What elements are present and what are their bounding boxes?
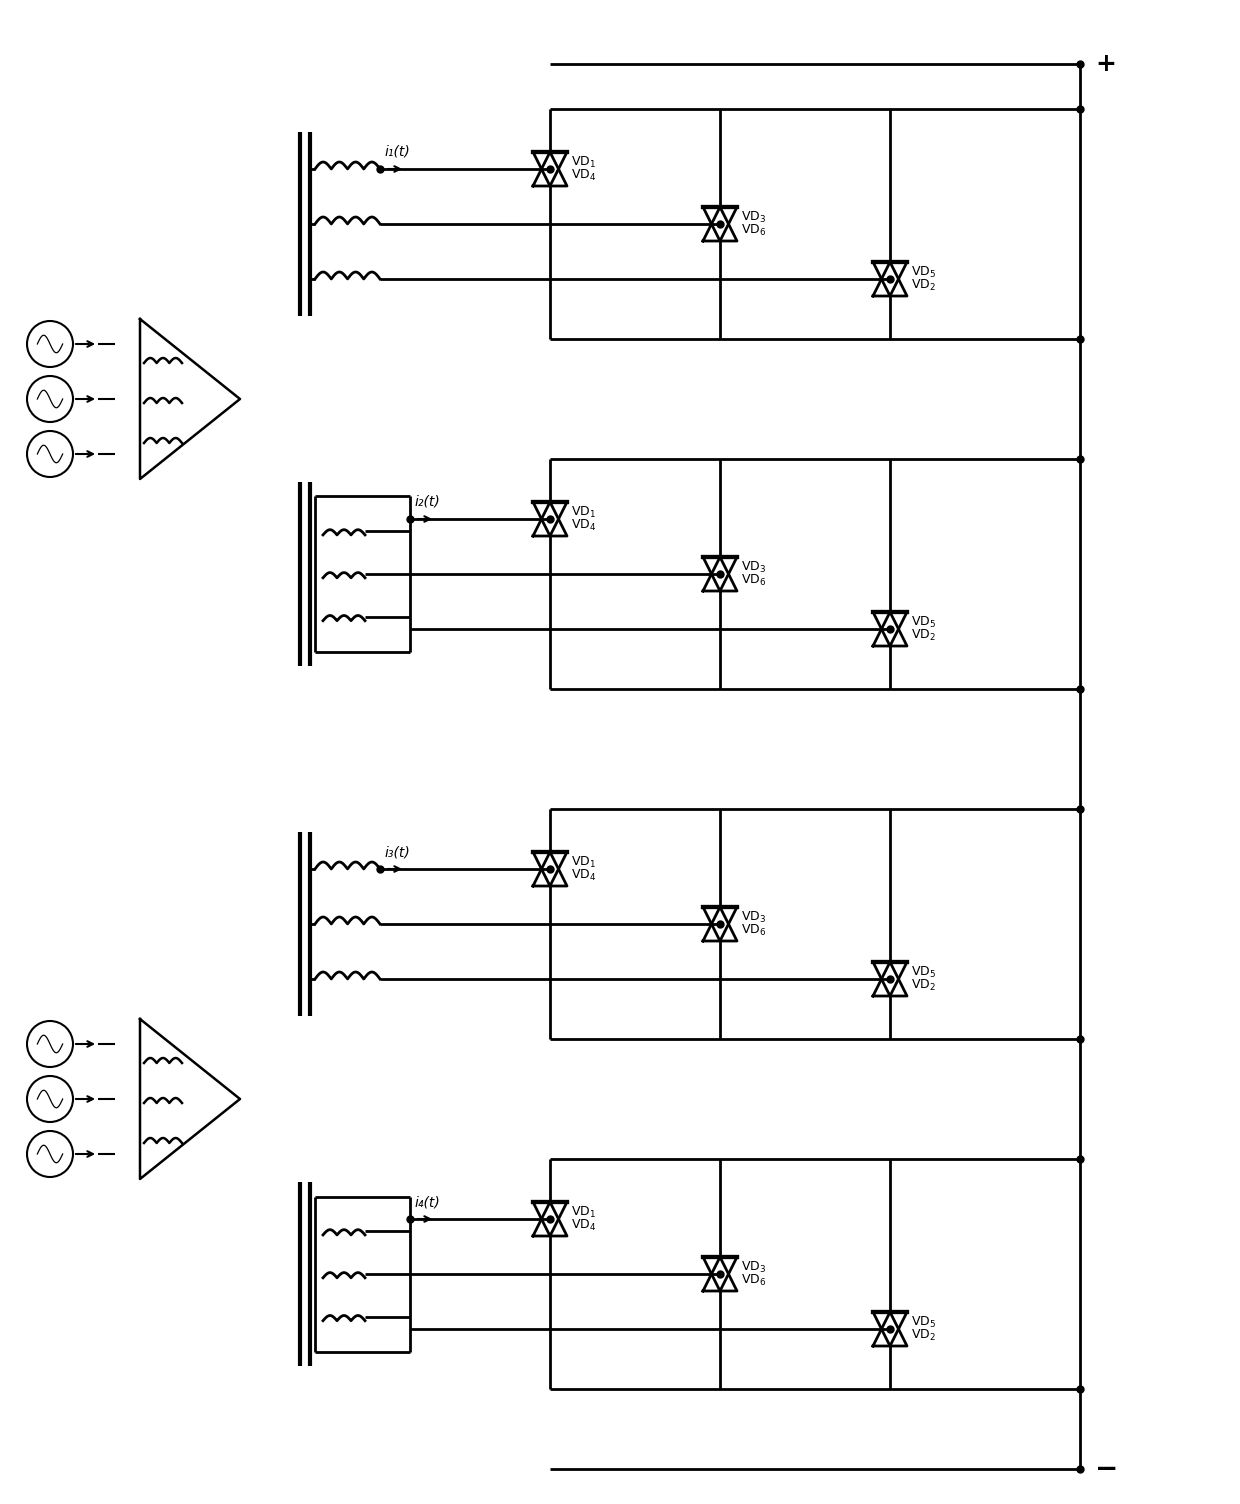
Text: VD$_1$: VD$_1$ <box>570 155 596 170</box>
Text: VD$_4$: VD$_4$ <box>570 868 596 883</box>
Text: VD$_3$: VD$_3$ <box>742 209 766 224</box>
Text: VD$_4$: VD$_4$ <box>570 168 596 183</box>
Text: i₂(t): i₂(t) <box>415 495 440 508</box>
Text: VD$_1$: VD$_1$ <box>570 854 596 869</box>
Text: VD$_2$: VD$_2$ <box>911 629 936 644</box>
Text: VD$_5$: VD$_5$ <box>911 265 936 280</box>
Text: VD$_5$: VD$_5$ <box>911 615 936 630</box>
Text: VD$_5$: VD$_5$ <box>911 964 936 979</box>
Text: VD$_1$: VD$_1$ <box>570 1205 596 1220</box>
Text: −: − <box>1095 1454 1118 1483</box>
Text: VD$_5$: VD$_5$ <box>911 1314 936 1330</box>
Text: VD$_6$: VD$_6$ <box>742 1274 766 1289</box>
Text: +: + <box>1095 53 1116 77</box>
Text: VD$_2$: VD$_2$ <box>911 278 936 293</box>
Text: VD$_6$: VD$_6$ <box>742 573 766 588</box>
Text: i₁(t): i₁(t) <box>384 144 410 159</box>
Text: VD$_2$: VD$_2$ <box>911 978 936 993</box>
Text: VD$_4$: VD$_4$ <box>570 519 596 534</box>
Text: VD$_3$: VD$_3$ <box>742 910 766 925</box>
Text: VD$_6$: VD$_6$ <box>742 223 766 238</box>
Text: VD$_3$: VD$_3$ <box>742 1260 766 1275</box>
Text: VD$_1$: VD$_1$ <box>570 505 596 520</box>
Text: VD$_2$: VD$_2$ <box>911 1328 936 1343</box>
Text: VD$_6$: VD$_6$ <box>742 923 766 938</box>
Text: i₄(t): i₄(t) <box>415 1196 440 1209</box>
Text: VD$_4$: VD$_4$ <box>570 1218 596 1233</box>
Text: VD$_3$: VD$_3$ <box>742 559 766 575</box>
Text: i₃(t): i₃(t) <box>384 845 410 859</box>
